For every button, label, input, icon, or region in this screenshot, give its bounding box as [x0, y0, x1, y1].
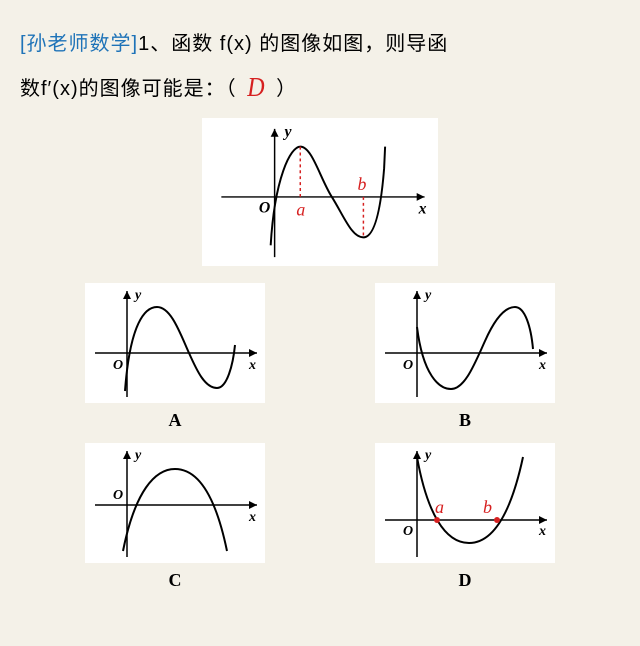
option-d: a b O y x D	[375, 443, 555, 591]
curve-a	[125, 307, 235, 391]
svg-text:O: O	[113, 358, 123, 373]
svg-text:y: y	[423, 288, 432, 303]
options-row-1: O y x A O y x B	[20, 283, 620, 431]
svg-text:O: O	[403, 358, 413, 373]
option-c-label: C	[85, 570, 265, 591]
svg-text:y: y	[133, 288, 142, 303]
option-c-graph: O y x	[85, 443, 265, 563]
option-a-label: A	[85, 410, 265, 431]
origin-label: O	[259, 200, 270, 217]
main-graph-container: O y x a b	[20, 118, 620, 271]
question-line2a: 数f′(x)的图像可能是：（	[20, 78, 237, 100]
svg-text:x: x	[538, 358, 546, 373]
question-line2b: ）	[276, 78, 297, 100]
question-line1: 1、函数 f(x) 的图像如图，则导函	[138, 33, 448, 55]
main-graph: O y x a b	[202, 118, 438, 266]
svg-text:O: O	[113, 488, 123, 503]
teacher-tag: [孙老师数学]	[20, 33, 138, 55]
option-b-graph: O y x	[375, 283, 555, 403]
svg-text:x: x	[248, 358, 256, 373]
option-b-label: B	[375, 410, 555, 431]
d-annot-b: b	[483, 497, 492, 517]
annot-b: b	[357, 174, 366, 194]
svg-text:x: x	[248, 510, 256, 525]
answer-letter: D	[243, 60, 269, 115]
curve-d	[417, 457, 523, 543]
curve-b	[417, 307, 533, 389]
svg-text:O: O	[403, 524, 413, 539]
main-curve	[271, 147, 385, 246]
option-a: O y x A	[85, 283, 265, 431]
d-annot-a: a	[435, 497, 444, 517]
svg-text:y: y	[133, 448, 142, 463]
svg-text:y: y	[423, 448, 432, 463]
d-point-b	[494, 517, 500, 523]
option-d-graph: a b O y x	[375, 443, 555, 563]
d-point-a	[434, 517, 440, 523]
option-a-graph: O y x	[85, 283, 265, 403]
annot-a: a	[296, 200, 305, 220]
question-text: [孙老师数学]1、函数 f(x) 的图像如图，则导函 数f′(x)的图像可能是：…	[20, 24, 620, 112]
y-axis-label: y	[282, 124, 292, 141]
options-row-2: O y x C a b O y x D	[20, 443, 620, 591]
svg-text:x: x	[538, 524, 546, 539]
option-d-label: D	[375, 570, 555, 591]
x-axis-label: x	[418, 201, 427, 218]
curve-c	[123, 469, 227, 551]
option-c: O y x C	[85, 443, 265, 591]
option-b: O y x B	[375, 283, 555, 431]
